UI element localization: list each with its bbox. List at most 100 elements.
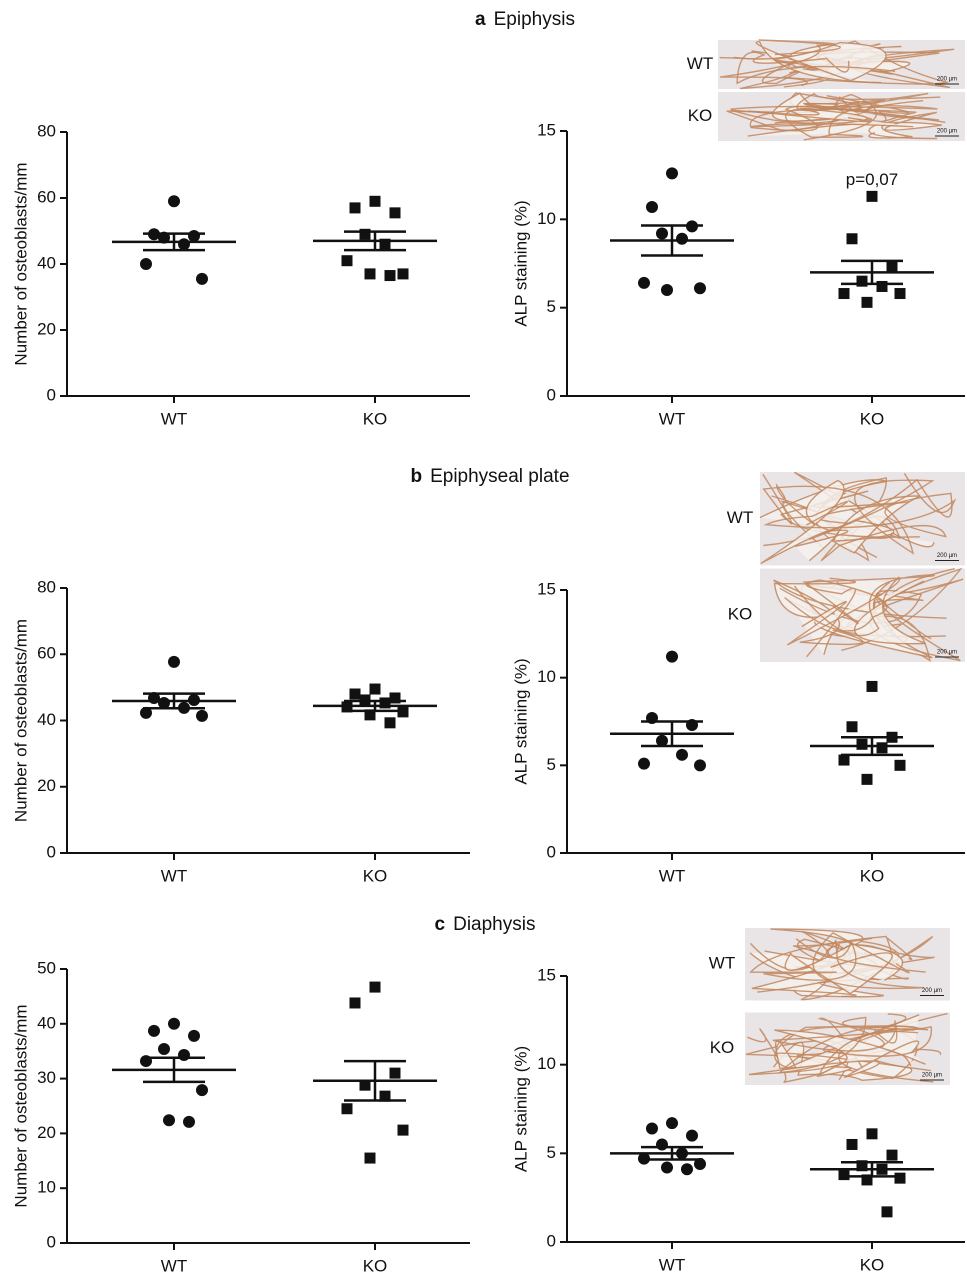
x-tick-label: KO [860,1255,885,1274]
scale-label: 200 µm [937,77,957,83]
data-point [341,1103,353,1115]
data-point [686,1129,698,1142]
y-tick-label: 15 [537,120,556,139]
stained-tissue [749,935,887,981]
data-point [676,232,688,245]
stained-tissue [803,93,878,141]
data-point [389,692,401,704]
y-tick-label: 10 [537,209,556,228]
data-point [846,233,858,245]
data-point [856,738,868,750]
data-point [178,238,190,251]
data-point [389,1067,401,1079]
scale-label: 200 µm [922,1073,942,1079]
data-point [861,773,873,785]
y-tick-label: 0 [47,385,56,404]
x-tick-label: KO [363,1256,388,1275]
stained-tissue [793,574,935,637]
data-point [638,276,650,289]
inset-label: KO [710,1038,735,1057]
y-tick-label: 15 [537,579,556,598]
data-point [369,683,381,695]
x-tick-label: KO [860,866,885,885]
data-point [379,697,391,709]
data-point [886,1149,898,1161]
panel-title: Epiphyseal plate [430,466,569,487]
y-tick-label: 0 [547,842,556,861]
data-point [384,717,396,729]
data-point [856,1160,868,1172]
section-title: b Epiphyseal plate [410,466,569,487]
y-axis-label: ALP staining (%) [511,658,530,784]
stained-tissue [760,479,849,565]
x-tick-label: KO [860,409,885,428]
x-tick-label: WT [161,866,187,885]
data-point [894,1172,906,1184]
data-point [861,1174,873,1186]
y-tick-label: 60 [37,644,56,663]
y-axis-label: ALP staining (%) [511,1046,530,1172]
data-point [894,759,906,771]
data-point [369,195,381,207]
x-tick-label: WT [659,409,685,428]
y-tick-label: 20 [37,776,56,795]
data-point [196,272,208,285]
y-axis-label: Number of osteoblasts/mm [11,162,30,365]
y-tick-label: 20 [37,1123,56,1142]
data-point [183,1115,195,1128]
stained-tissue [812,932,926,990]
inset-label: WT [727,508,753,527]
data-point [369,981,381,993]
stained-tissue [773,579,947,646]
data-point [397,1124,409,1136]
y-tick-label: 5 [547,297,556,316]
stained-tissue [763,473,957,529]
x-tick-label: WT [161,409,187,428]
y-tick-label: 10 [37,1178,56,1197]
data-point [188,229,200,242]
x-tick-label: KO [363,409,388,428]
data-point [838,288,850,300]
y-tick-label: 10 [537,1054,556,1073]
panel-letter: a [475,9,486,30]
stained-tissue [784,579,888,658]
data-point [876,280,888,292]
data-point [886,261,898,273]
data-point [397,268,409,280]
data-point [349,997,361,1009]
y-tick-label: 20 [37,319,56,338]
y-tick-label: 50 [37,958,56,977]
panel-letter: c [435,914,446,935]
data-point [876,742,888,754]
section-title: a Epiphysis [475,9,575,30]
y-axis-label: ALP staining (%) [511,200,530,326]
data-point [846,721,858,733]
inset-label: WT [687,54,713,73]
data-point [188,1029,200,1042]
data-point [838,1169,850,1181]
data-point [638,757,650,770]
data-point [140,706,152,719]
stained-tissue [772,1020,932,1057]
stained-tissue [774,92,941,124]
y-tick-label: 5 [547,755,556,774]
data-point [694,759,706,772]
stained-tissue [777,1016,929,1074]
data-point [364,709,376,721]
data-point [846,1138,858,1150]
data-point [866,680,878,692]
data-point [158,1043,170,1056]
stained-tissue [736,51,896,85]
data-point [861,296,873,308]
data-point [359,1079,371,1091]
data-point [838,754,850,766]
stained-tissue [719,39,841,87]
data-point [656,1138,668,1151]
data-point [866,1128,878,1140]
data-point [379,238,391,250]
data-point [148,1024,160,1037]
y-axis-label: Number of osteoblasts/mm [11,619,30,822]
inset-label: KO [728,605,753,624]
inset-label: KO [688,106,713,125]
